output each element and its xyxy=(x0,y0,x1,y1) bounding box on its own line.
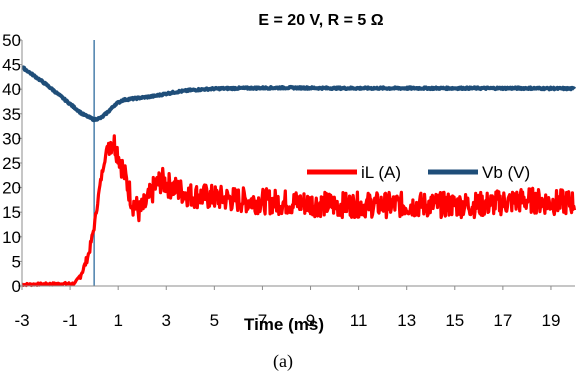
legend-label-il: iL (A) xyxy=(361,163,401,182)
x-tick-label: -1 xyxy=(63,311,78,330)
x-tick-label: 11 xyxy=(350,311,368,330)
x-tick-label: 5 xyxy=(210,311,219,330)
y-tick-label: 5 xyxy=(12,252,21,271)
y-tick-label: 40 xyxy=(2,80,21,99)
y-tick-label: 35 xyxy=(2,105,21,124)
x-tick-label: 7 xyxy=(258,311,267,330)
y-tick-label: 25 xyxy=(2,154,21,173)
series-line-il xyxy=(21,134,577,288)
x-tick-label: 3 xyxy=(162,311,171,330)
y-tick-label: 15 xyxy=(2,203,21,222)
x-tick-label: 17 xyxy=(493,311,512,330)
x-axis-label: Time (ms) xyxy=(244,315,324,334)
x-tick-label: 15 xyxy=(445,311,464,330)
y-tick-label: 20 xyxy=(2,179,21,198)
plot-area xyxy=(20,40,577,288)
x-tick-label: 19 xyxy=(541,311,560,330)
y-tick-label: 30 xyxy=(2,129,21,148)
series-line-vb xyxy=(20,65,577,123)
chart-title: E = 20 V, R = 5 Ω xyxy=(258,12,383,29)
y-tick-label: 10 xyxy=(2,228,21,247)
figure-caption: (a) xyxy=(273,351,293,372)
x-tick-label: -3 xyxy=(14,311,29,330)
x-tick-label: 1 xyxy=(113,311,122,330)
legend-label-vb: Vb (V) xyxy=(482,163,530,182)
x-tick-label: 9 xyxy=(306,311,315,330)
x-tick-label: 13 xyxy=(397,311,416,330)
y-tick-label: 50 xyxy=(2,31,21,50)
y-tick-label: 0 xyxy=(12,277,21,296)
y-tick-label: 45 xyxy=(2,56,21,75)
legend: iL (A) Vb (V) xyxy=(307,163,530,182)
